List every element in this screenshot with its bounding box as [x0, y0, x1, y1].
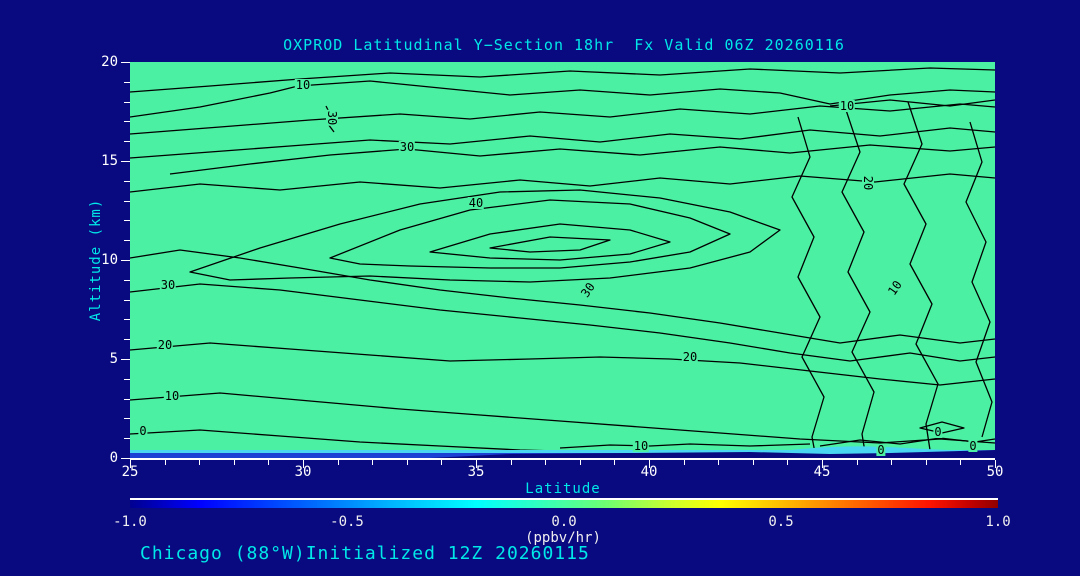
y-tick-label: 0: [109, 450, 118, 466]
y-minor-tick: [124, 240, 130, 242]
contour-label: 0: [968, 439, 978, 453]
contour-label: 10: [163, 389, 181, 403]
colorbar-gradient: [130, 498, 998, 508]
colorbar-tick-label: 1.0: [985, 514, 1011, 530]
x-minor-tick: [268, 460, 270, 465]
contour-label: 0: [138, 424, 148, 438]
y-minor-tick: [124, 81, 130, 83]
y-major-tick: [121, 161, 130, 162]
y-minor-tick: [124, 398, 130, 400]
y-minor-tick: [124, 141, 130, 143]
colorbar-tick-label: -0.5: [330, 514, 364, 530]
x-minor-tick: [233, 460, 235, 465]
x-major-tick: [649, 460, 650, 468]
y-minor-tick: [124, 319, 130, 321]
colorbar-tick-label: -1.0: [113, 514, 147, 530]
x-minor-tick: [579, 460, 581, 465]
contour-label: 0: [876, 443, 886, 457]
contour-label: 20: [156, 338, 174, 352]
y-tick-label: 10: [101, 252, 118, 268]
x-tick-label: 40: [640, 464, 658, 480]
y-tick-label: 5: [109, 351, 118, 367]
plot-area: 10 30 30 40 30 20 10 0 30 20 10 20 10 10 0 0 0: [130, 62, 995, 460]
x-minor-tick: [406, 460, 408, 465]
y-minor-tick: [124, 121, 130, 123]
y-minor-tick: [124, 200, 130, 202]
x-minor-tick: [199, 460, 201, 465]
x-minor-tick: [337, 460, 339, 465]
contour-label: 40: [467, 196, 485, 210]
x-minor-tick: [372, 460, 374, 465]
x-major-tick: [822, 460, 823, 468]
y-minor-tick: [124, 101, 130, 103]
colorbar-units-label: (ppbv/hr): [525, 530, 601, 546]
y-minor-tick: [124, 220, 130, 222]
x-major-tick: [995, 460, 996, 468]
x-minor-tick: [441, 460, 443, 465]
x-minor-tick: [787, 460, 789, 465]
contour-label: 20: [861, 174, 875, 192]
y-minor-tick: [124, 339, 130, 341]
x-major-tick: [130, 460, 131, 468]
x-minor-tick: [960, 460, 962, 465]
y-major-tick: [121, 260, 130, 261]
contour-label: 10: [294, 78, 312, 92]
contour-label: 30: [398, 140, 416, 154]
x-major-tick: [303, 460, 304, 468]
contour-lines-svg: [130, 67, 995, 458]
contour-label: 0: [933, 425, 943, 439]
x-tick-label: 25: [121, 464, 139, 480]
y-minor-tick: [124, 438, 130, 440]
x-tick-label: 50: [986, 464, 1004, 480]
y-minor-tick: [124, 299, 130, 301]
x-tick-label: 35: [467, 464, 485, 480]
x-minor-tick: [683, 460, 685, 465]
y-tick-label: 15: [101, 153, 118, 169]
x-minor-tick: [925, 460, 927, 465]
x-minor-tick: [856, 460, 858, 465]
y-major-tick: [121, 62, 130, 63]
contour-label: 10: [838, 99, 856, 113]
chart-title: OXPROD Latitudinal Y−Section 18hr Fx Val…: [283, 36, 845, 54]
caption-text: Chicago (88°W)Initialized 12Z 20260115: [140, 543, 590, 564]
x-minor-tick: [752, 460, 754, 465]
x-major-tick: [476, 460, 477, 468]
x-minor-tick: [510, 460, 512, 465]
x-minor-tick: [891, 460, 893, 465]
x-tick-label: 30: [294, 464, 312, 480]
x-axis-title: Latitude: [525, 481, 601, 497]
contour-label: 30: [159, 278, 177, 292]
y-minor-tick: [124, 180, 130, 182]
x-tick-label: 45: [813, 464, 831, 480]
y-minor-tick: [124, 378, 130, 380]
colorbar-tick-label: 0.0: [551, 514, 577, 530]
y-major-tick: [121, 458, 130, 459]
y-minor-tick: [124, 418, 130, 420]
contour-label: 10: [632, 439, 650, 453]
x-minor-tick: [718, 460, 720, 465]
y-minor-tick: [124, 279, 130, 281]
colorbar-tick-label: 0.5: [768, 514, 794, 530]
x-minor-tick: [164, 460, 166, 465]
y-tick-label: 20: [101, 54, 118, 70]
x-minor-tick: [545, 460, 547, 465]
contour-label: 30: [325, 109, 339, 127]
contour-label: 20: [681, 350, 699, 364]
y-major-tick: [121, 359, 130, 360]
x-minor-tick: [614, 460, 616, 465]
